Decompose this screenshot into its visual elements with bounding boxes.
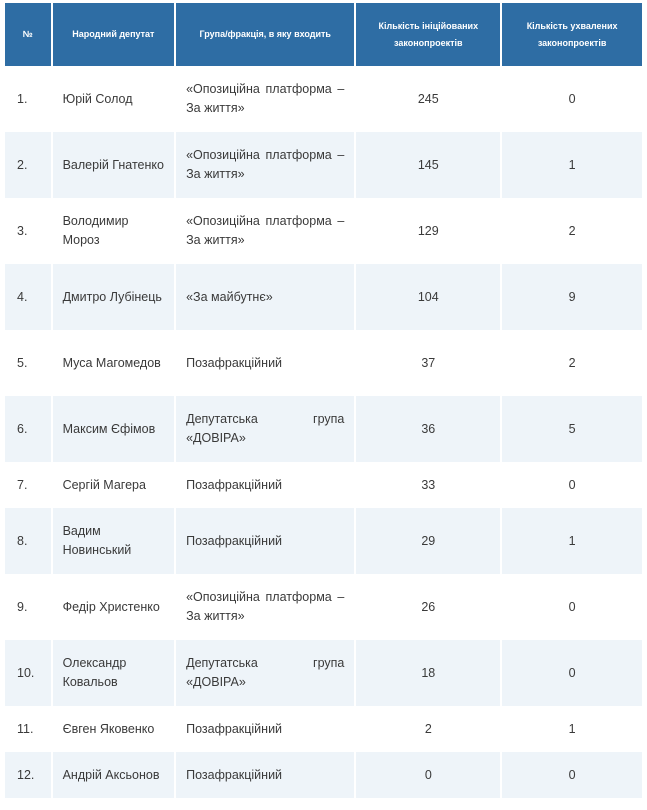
deputy-group: «За майбутнє»: [176, 264, 355, 330]
adopted-count: 0: [502, 640, 642, 706]
table-row: 1. Юрій Солод «Опозиційна платформа – За…: [5, 66, 642, 132]
table-row: 8. Вадим Новинський Позафракційний 29 1: [5, 508, 642, 574]
deputy-group: Депутатська група «ДОВІРА»: [176, 396, 355, 462]
row-number: 9.: [5, 574, 51, 640]
deputy-name: Федір Христенко: [52, 574, 175, 640]
table-row: 12. Андрій Аксьонов Позафракційний 0 0: [5, 752, 642, 798]
deputy-group: Депутатська група «ДОВІРА»: [176, 640, 355, 706]
row-number: 7.: [5, 462, 51, 508]
initiated-count: 145: [356, 132, 501, 198]
deputy-name: Андрій Аксьонов: [52, 752, 175, 798]
row-number: 2.: [5, 132, 51, 198]
row-number: 6.: [5, 396, 51, 462]
row-number: 3.: [5, 198, 51, 264]
deputy-name: Вадим Новинський: [52, 508, 175, 574]
deputy-group: «Опозиційна платформа – За життя»: [176, 198, 355, 264]
deputy-name: Євген Яковенко: [52, 706, 175, 752]
row-number: 12.: [5, 752, 51, 798]
table-row: 10. Олександр Ковальов Депутатська група…: [5, 640, 642, 706]
deputy-group: Позафракційний: [176, 462, 355, 508]
deputy-group: Позафракційний: [176, 752, 355, 798]
initiated-count: 36: [356, 396, 501, 462]
deputy-name: Володимир Мороз: [52, 198, 175, 264]
deputy-name: Валерій Гнатенко: [52, 132, 175, 198]
initiated-count: 245: [356, 66, 501, 132]
deputy-name: Муса Магомедов: [52, 330, 175, 396]
adopted-count: 5: [502, 396, 642, 462]
row-number: 4.: [5, 264, 51, 330]
adopted-count: 1: [502, 508, 642, 574]
header-adopted: Кількість ухвалених законопроектів: [502, 3, 642, 66]
header-initiated: Кількість ініційованих законопроектів: [356, 3, 501, 66]
initiated-count: 33: [356, 462, 501, 508]
table-row: 7. Сергій Магера Позафракційний 33 0: [5, 462, 642, 508]
adopted-count: 9: [502, 264, 642, 330]
table-row: 9. Федір Христенко «Опозиційна платформа…: [5, 574, 642, 640]
adopted-count: 1: [502, 132, 642, 198]
adopted-count: 1: [502, 706, 642, 752]
table-row: 5. Муса Магомедов Позафракційний 37 2: [5, 330, 642, 396]
table-row: 11. Євген Яковенко Позафракційний 2 1: [5, 706, 642, 752]
initiated-count: 26: [356, 574, 501, 640]
initiated-count: 2: [356, 706, 501, 752]
table-row: 6. Максим Єфімов Депутатська група «ДОВІ…: [5, 396, 642, 462]
deputy-group: «Опозиційна платформа – За життя»: [176, 132, 355, 198]
deputy-group: «Опозиційна платформа – За життя»: [176, 574, 355, 640]
table-row: 2. Валерій Гнатенко «Опозиційна платформ…: [5, 132, 642, 198]
deputy-group: Позафракційний: [176, 330, 355, 396]
adopted-count: 2: [502, 330, 642, 396]
header-number: №: [5, 3, 51, 66]
row-number: 10.: [5, 640, 51, 706]
initiated-count: 104: [356, 264, 501, 330]
deputy-group: Позафракційний: [176, 706, 355, 752]
initiated-count: 37: [356, 330, 501, 396]
initiated-count: 0: [356, 752, 501, 798]
table-row: 4. Дмитро Лубінець «За майбутнє» 104 9: [5, 264, 642, 330]
table-header-row: № Народний депутат Група/фракція, в яку …: [5, 3, 642, 66]
deputy-name: Максим Єфімов: [52, 396, 175, 462]
row-number: 1.: [5, 66, 51, 132]
adopted-count: 0: [502, 752, 642, 798]
header-group: Група/фракція, в яку входить: [176, 3, 355, 66]
header-deputy: Народний депутат: [52, 3, 175, 66]
row-number: 5.: [5, 330, 51, 396]
deputy-name: Сергій Магера: [52, 462, 175, 508]
deputy-group: «Опозиційна платформа – За життя»: [176, 66, 355, 132]
row-number: 11.: [5, 706, 51, 752]
adopted-count: 0: [502, 66, 642, 132]
table-row: 3. Володимир Мороз «Опозиційна платформа…: [5, 198, 642, 264]
initiated-count: 29: [356, 508, 501, 574]
adopted-count: 0: [502, 574, 642, 640]
initiated-count: 18: [356, 640, 501, 706]
deputy-name: Олександр Ковальов: [52, 640, 175, 706]
deputy-name: Юрій Солод: [52, 66, 175, 132]
adopted-count: 2: [502, 198, 642, 264]
deputies-table: № Народний депутат Група/фракція, в яку …: [3, 3, 644, 798]
adopted-count: 0: [502, 462, 642, 508]
initiated-count: 129: [356, 198, 501, 264]
deputy-name: Дмитро Лубінець: [52, 264, 175, 330]
row-number: 8.: [5, 508, 51, 574]
deputy-group: Позафракційний: [176, 508, 355, 574]
